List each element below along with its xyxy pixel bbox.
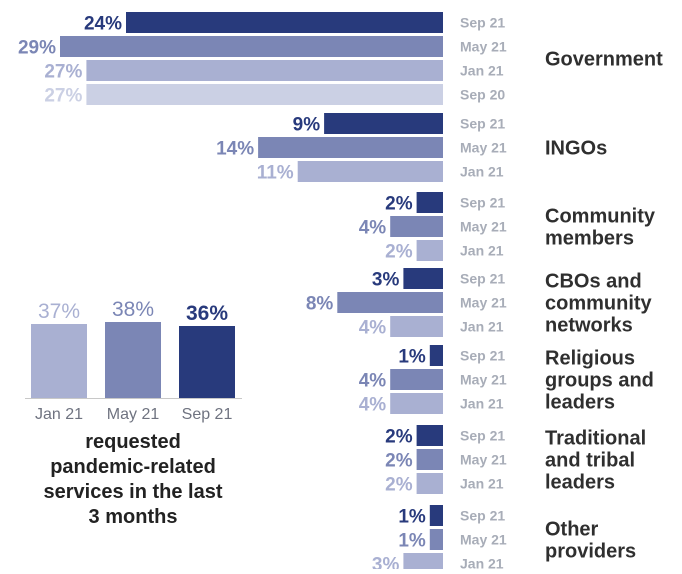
bar-period-label: Sep 21 [460,428,505,444]
category-label: leaders [545,392,615,414]
bar-period-label: May 21 [460,219,507,235]
category-label: Government [545,49,663,71]
inset-x-tick-label: Sep 21 [182,406,233,423]
bar-period-label: May 21 [460,372,507,388]
bar-period-label: Jan 21 [460,164,504,180]
bar-period-label: Sep 20 [460,87,505,103]
bar-period-label: May 21 [460,452,507,468]
bar-3-0 [403,268,443,289]
category-label: networks [545,315,633,337]
bar-value-label: 27% [44,62,82,83]
bar-5-2 [416,473,443,494]
bar-period-label: Jan 21 [460,396,504,412]
bar-6-2 [403,553,443,574]
bar-3-1 [337,292,443,313]
bar-period-label: Sep 21 [460,271,505,287]
bar-period-label: Jan 21 [460,63,504,79]
inset-bar-value-label: 38% [112,298,154,321]
bar-value-label: 2% [385,194,413,215]
bar-value-label: 2% [385,427,413,448]
inset-caption: requested [85,431,181,453]
bar-value-label: 4% [359,218,387,239]
inset-caption: 3 months [89,506,178,528]
inset-bar-2 [179,326,235,398]
bar-period-label: May 21 [460,39,507,55]
bar-value-label: 24% [84,14,122,35]
bar-1-1 [258,137,443,158]
bar-0-1 [60,36,443,57]
bar-value-label: 14% [216,139,254,160]
bar-period-label: May 21 [460,295,507,311]
category-label: leaders [545,472,615,494]
bar-value-label: 1% [398,347,426,368]
category-label: community [545,293,653,315]
bar-3-2 [390,316,443,337]
bar-1-0 [324,113,443,134]
bar-value-label: 2% [385,242,413,263]
bar-6-1 [429,529,443,550]
inset-x-tick-label: May 21 [107,406,160,423]
bar-value-label: 4% [359,395,387,416]
inset-caption: services in the last [44,481,223,503]
bar-value-label: 4% [359,371,387,392]
bar-period-label: Sep 21 [460,15,505,31]
category-label: members [545,228,634,250]
category-label: groups and [545,370,654,392]
bar-value-label: 4% [359,318,387,339]
category-label: Traditional [545,428,646,450]
category-label: Religious [545,348,635,370]
bar-value-label: 3% [372,555,400,570]
bar-value-label: 3% [372,270,400,291]
bar-value-label: 27% [44,86,82,107]
category-label: CBOs and [545,271,642,293]
bar-value-label: 8% [306,294,334,315]
category-label: providers [545,541,636,563]
bar-period-label: May 21 [460,532,507,548]
bar-value-label: 11% [257,163,294,184]
category-label: Other [545,519,599,541]
bar-0-0 [126,12,443,33]
bar-2-0 [416,192,443,213]
bar-period-label: Sep 21 [460,116,505,132]
category-label: and tribal [545,450,635,472]
bar-value-label: 29% [18,38,56,59]
bar-period-label: Sep 21 [460,348,505,364]
bar-4-2 [390,393,443,414]
bar-4-1 [390,369,443,390]
inset-bar-value-label: 37% [38,300,80,323]
bar-value-label: 2% [385,475,413,496]
bar-0-3 [86,84,444,105]
inset-bar-0 [31,324,87,398]
bar-period-label: May 21 [460,140,507,156]
bar-5-0 [416,425,443,446]
bar-4-0 [429,345,443,366]
bar-1-2 [297,161,443,182]
bar-value-label: 9% [293,115,321,136]
inset-caption: pandemic-related [50,456,216,478]
bar-value-label: 2% [385,451,413,472]
bar-6-0 [429,505,443,526]
inset-bar-value-label: 36% [186,302,228,325]
bar-period-label: Jan 21 [460,476,504,492]
category-label: INGOs [545,138,607,160]
bar-2-1 [390,216,443,237]
bar-value-label: 1% [398,507,426,528]
bar-0-2 [86,60,444,81]
bar-value-label: 1% [398,531,426,552]
bar-period-label: Jan 21 [460,319,504,335]
inset-x-tick-label: Jan 21 [35,406,83,423]
category-label: Community [545,206,656,228]
inset-bar-1 [105,322,161,398]
bar-period-label: Jan 21 [460,556,504,570]
bar-period-label: Sep 21 [460,195,505,211]
bar-period-label: Jan 21 [460,243,504,259]
bar-period-label: Sep 21 [460,508,505,524]
bar-2-2 [416,240,443,261]
bar-5-1 [416,449,443,470]
